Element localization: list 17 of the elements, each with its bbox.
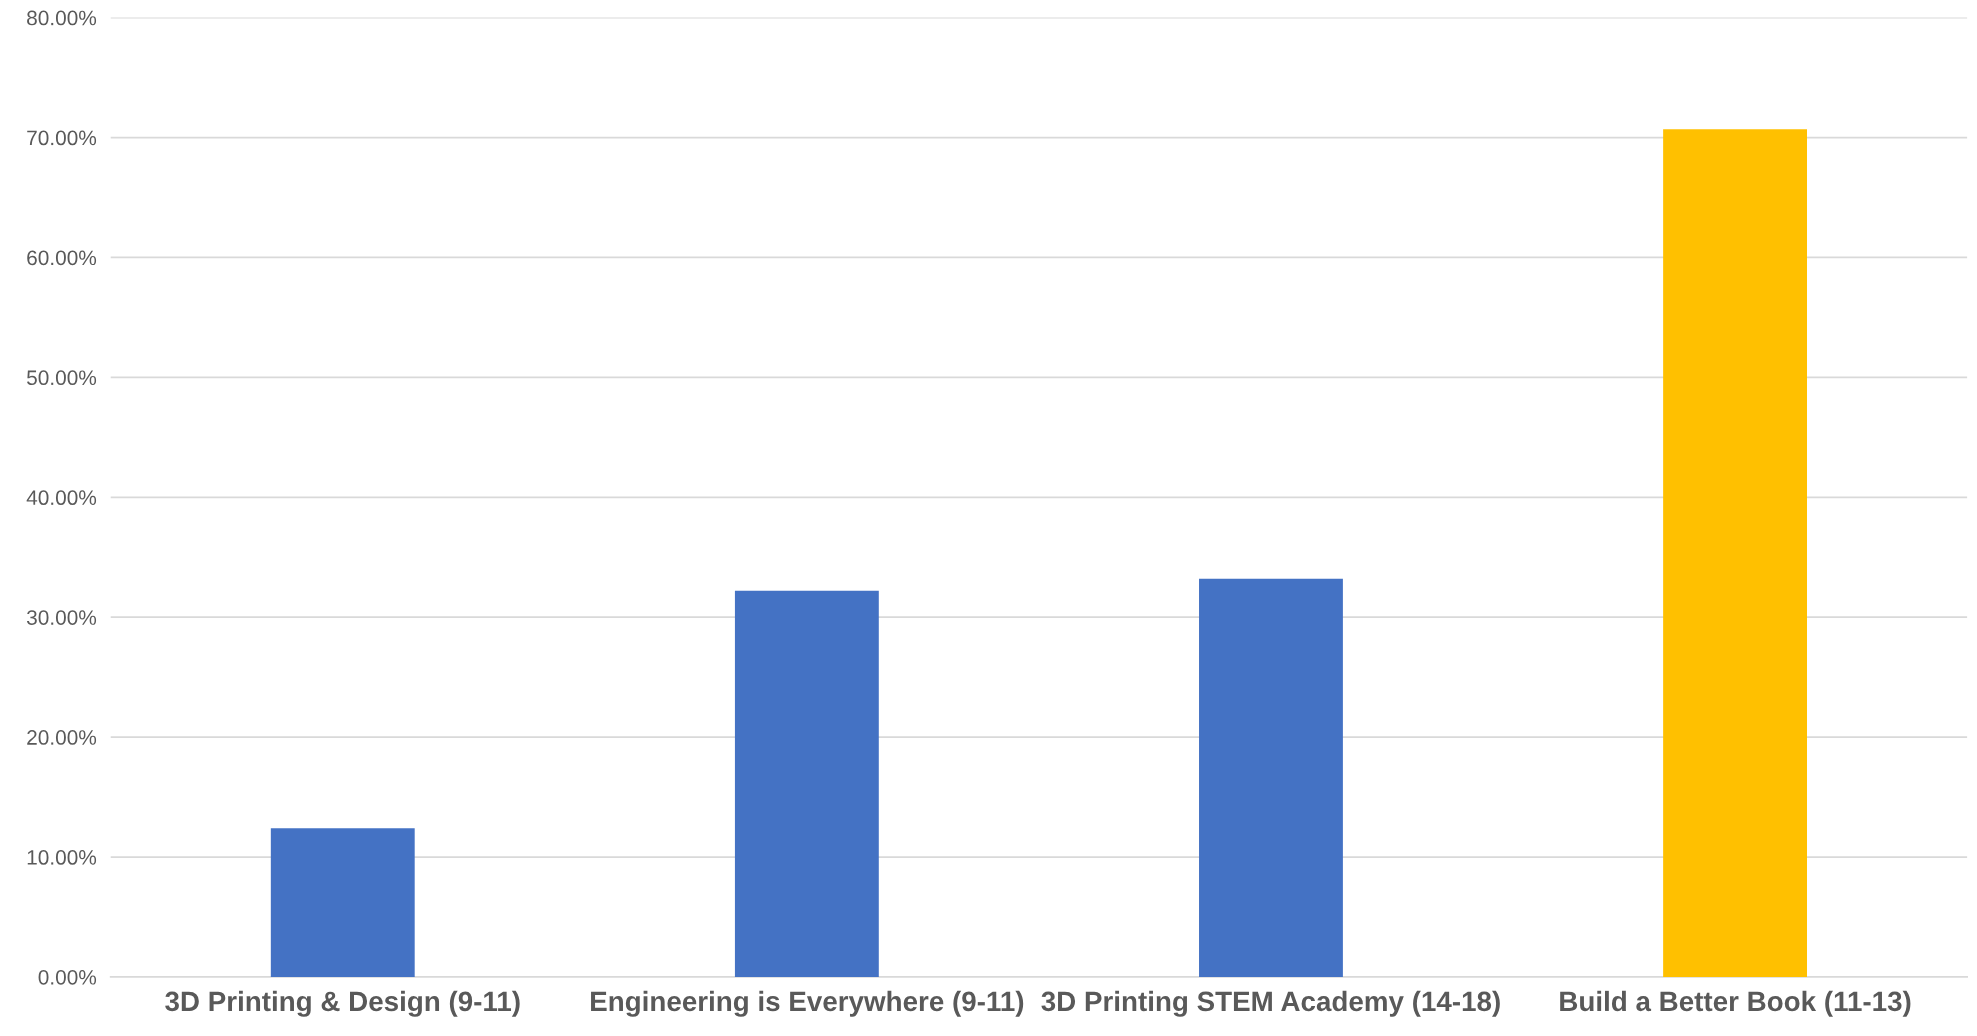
x-tick-label: Build a Better Book (11-13) xyxy=(1560,990,1911,1017)
y-tick-label: 50.00% xyxy=(27,370,97,386)
y-tick-label: 10.00% xyxy=(27,850,97,865)
bar xyxy=(734,590,879,977)
y-tick-label: 40.00% xyxy=(26,490,97,506)
y-tick-label: 20.00% xyxy=(27,730,97,745)
y-tick-label: 60.00% xyxy=(27,250,97,266)
x-tick-label: Engineering is Everywhere (9-11) xyxy=(591,990,1024,1017)
y-tick-label: 30.00% xyxy=(26,610,97,625)
y-tick-label: 80.00% xyxy=(27,10,97,26)
bar xyxy=(1663,129,1807,977)
y-tick-label: 70.00% xyxy=(27,130,97,146)
x-tick-label: 3D Printing STEM Academy (14-18) xyxy=(1041,990,1500,1017)
x-tick-label: 3D Printing & Design (9-11) xyxy=(165,990,520,1017)
bar xyxy=(1199,578,1343,977)
bar xyxy=(270,828,415,977)
y-tick-label: 0.00% xyxy=(38,969,97,985)
